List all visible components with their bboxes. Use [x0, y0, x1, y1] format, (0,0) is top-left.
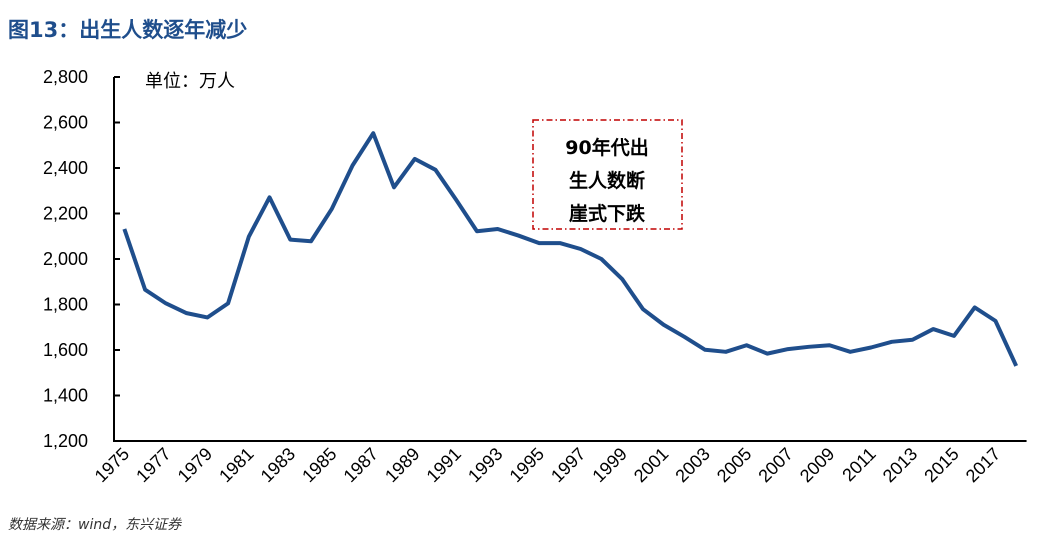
- x-tick-label: 1989: [381, 444, 423, 486]
- x-tick-label: 2011: [838, 444, 880, 486]
- x-tick-label: 1999: [588, 444, 630, 486]
- x-tick-label: 2009: [796, 444, 838, 486]
- y-tick-label: 1,400: [43, 386, 88, 406]
- x-tick-label: 2013: [879, 444, 921, 486]
- annotation-text: 90年代出: [565, 136, 648, 159]
- y-tick-label: 2,000: [43, 249, 88, 269]
- y-tick-label: 1,600: [43, 340, 88, 360]
- x-tick-label: 1975: [91, 444, 133, 486]
- x-tick-label: 2007: [754, 444, 796, 486]
- x-tick-label: 1983: [257, 444, 299, 486]
- x-tick-label: 2001: [630, 444, 672, 486]
- unit-label: 单位：万人: [145, 71, 235, 92]
- x-tick-label: 1981: [215, 444, 257, 486]
- x-tick-label: 1993: [464, 444, 506, 486]
- chart-title: 图13：出生人数逐年减少: [8, 18, 248, 42]
- y-tick-label: 1,800: [43, 295, 88, 315]
- source-note: 数据来源：wind，东兴证券: [8, 517, 182, 533]
- x-tick-label: 1995: [506, 444, 548, 486]
- annotation-text: 崖式下跌: [569, 202, 646, 225]
- x-tick-label: 2005: [713, 444, 755, 486]
- x-tick-label: 2003: [671, 444, 713, 486]
- y-tick-label: 1,200: [43, 431, 88, 451]
- annotation-text: 生人数断: [569, 169, 645, 192]
- x-tick-label: 1997: [547, 444, 589, 486]
- x-tick-label: 2015: [920, 444, 962, 486]
- annotation-box: [532, 119, 683, 230]
- y-tick-label: 2,400: [43, 158, 88, 178]
- x-tick-label: 1991: [423, 444, 465, 486]
- x-tick-label: 1985: [298, 444, 340, 486]
- x-tick-label: 1977: [132, 444, 174, 486]
- x-tick-label: 2017: [962, 444, 1004, 486]
- y-tick-label: 2,200: [43, 204, 88, 224]
- y-tick-label: 2,600: [43, 113, 88, 133]
- y-tick-label: 2,800: [43, 67, 88, 87]
- x-tick-label: 1979: [174, 444, 216, 486]
- x-tick-label: 1987: [340, 444, 382, 486]
- series-line: [122, 131, 1019, 367]
